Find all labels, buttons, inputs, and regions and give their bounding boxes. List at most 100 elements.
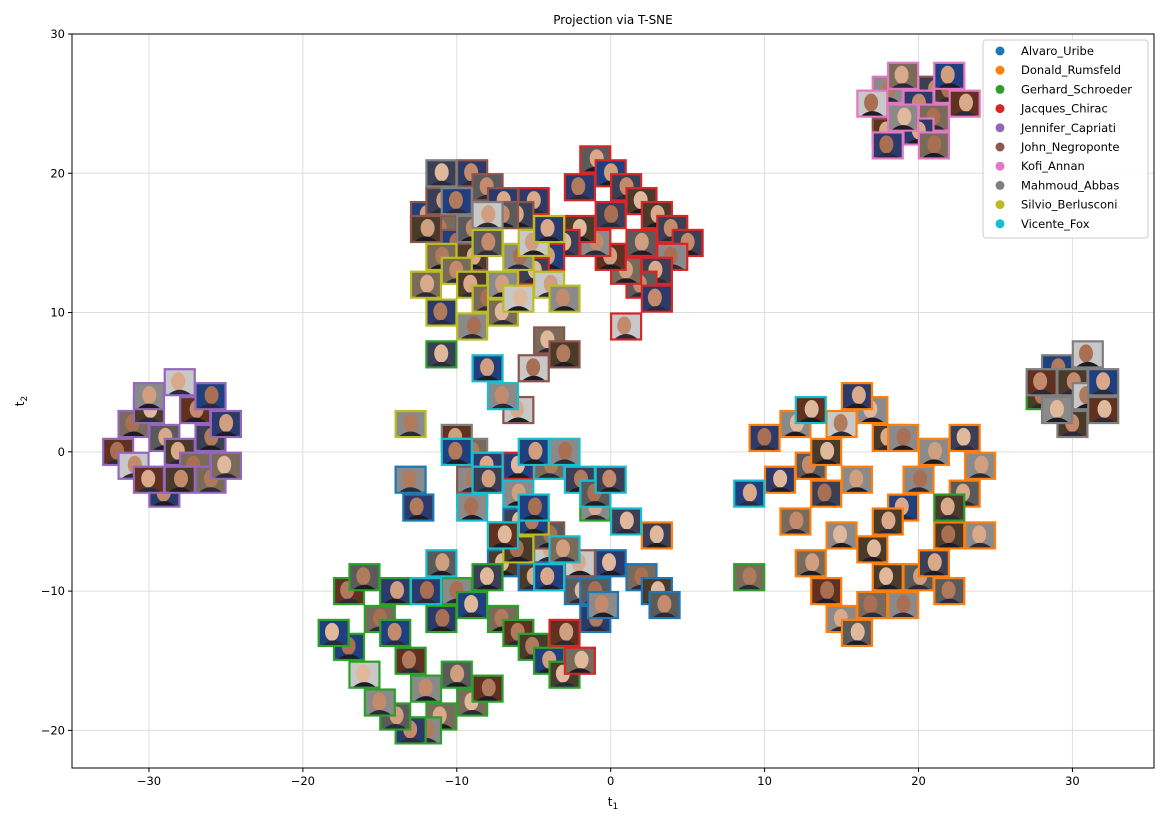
face-thumbnail-point (163, 465, 196, 494)
face-thumbnail-point (871, 563, 904, 592)
plot-area-frame (71, 33, 1155, 769)
face-thumbnail-point (640, 521, 673, 550)
face-thumbnail-point (594, 465, 627, 494)
face-thumbnail-point (933, 61, 966, 90)
face-thumbnail-point (917, 437, 951, 466)
face-thumbnail-point (471, 563, 504, 592)
face-thumbnail-point (810, 437, 843, 466)
legend-label: Vicente_Fox (1021, 217, 1090, 231)
face-thumbnail-point (394, 409, 427, 439)
face-thumbnail-point (902, 465, 935, 494)
face-thumbnail-point (471, 228, 504, 258)
face-thumbnail-point (648, 590, 681, 620)
face-thumbnail-point (963, 451, 997, 480)
face-thumbnail-point (609, 312, 643, 341)
face-thumbnail-point (409, 270, 443, 299)
face-thumbnail-point (379, 618, 412, 647)
face-thumbnail-point (586, 590, 620, 620)
x-axis-label-subscript: 1 (612, 802, 618, 812)
face-thumbnail-point (163, 368, 196, 397)
x-tick-label: 20 (911, 774, 926, 788)
legend-marker (995, 161, 1005, 171)
face-thumbnail-point (640, 284, 673, 313)
face-thumbnail-point (533, 563, 566, 592)
face-thumbnail-point (348, 660, 381, 689)
legend: Alvaro_Uribe Donald_Rumsfeld Gerhard_Schro… (982, 39, 1149, 239)
y-tick-label: 20 (50, 166, 65, 180)
face-thumbnail-point (317, 618, 350, 647)
face-thumbnail-point (856, 89, 889, 118)
face-thumbnail-point (917, 549, 951, 578)
face-thumbnail-point (402, 493, 435, 522)
legend-marker (995, 104, 1005, 114)
face-thumbnail-point (425, 298, 458, 327)
face-thumbnail-point (856, 590, 889, 620)
legend-marker (995, 84, 1005, 94)
face-thumbnail-point (779, 507, 812, 536)
face-thumbnail-point (533, 214, 566, 244)
face-thumbnail-point (933, 577, 966, 606)
face-thumbnail-point (887, 590, 920, 620)
face-thumbnail-point (132, 465, 166, 494)
face-thumbnail-point (440, 437, 473, 466)
face-thumbnail-point (871, 131, 904, 160)
x-axis-label: t1 (608, 795, 618, 812)
legend-label: Silvio_Berlusconi (1021, 198, 1118, 212)
y-tick-label: −20 (41, 723, 65, 737)
face-thumbnail-point (548, 284, 581, 313)
y-tick-label: −10 (41, 584, 65, 598)
face-thumbnail-point (1087, 368, 1120, 397)
face-thumbnail-point (425, 604, 458, 634)
face-thumbnail-point (794, 395, 827, 425)
chart-title: Projection via T-SNE (553, 13, 673, 27)
face-thumbnail-point (486, 521, 520, 550)
x-tick-label: 0 (607, 774, 614, 788)
face-thumbnail-point (1040, 395, 1074, 425)
x-axis-ticks: −30 −20 −10 0 10 20 30 (137, 768, 1080, 788)
face-thumbnail-point (548, 437, 581, 466)
y-axis-label-subscript: 2 (20, 396, 30, 402)
face-thumbnail-point (209, 451, 243, 480)
x-tick-label: −20 (291, 774, 315, 788)
face-thumbnail-point (825, 521, 858, 550)
face-thumbnail-point (471, 200, 504, 230)
face-thumbnail-point (887, 103, 920, 132)
face-thumbnail-point (456, 312, 489, 341)
face-thumbnail-point (840, 382, 874, 411)
face-thumbnail-point (563, 173, 597, 202)
legend-items: Alvaro_Uribe Donald_Rumsfeld Gerhard_Schro… (995, 44, 1132, 231)
face-thumbnail-point (840, 618, 874, 647)
legend-label: Mahmoud_Abbas (1021, 178, 1119, 192)
face-thumbnail-point (486, 382, 520, 411)
face-thumbnail-point (733, 479, 766, 508)
face-thumbnail-point (548, 340, 581, 369)
legend-box (982, 39, 1149, 239)
face-thumbnail-point (517, 354, 550, 383)
face-thumbnail-point (471, 465, 504, 494)
x-tick-label: −10 (445, 774, 469, 788)
face-thumbnail-point (563, 646, 597, 675)
face-thumbnail-point (933, 493, 966, 522)
face-thumbnail-point (363, 688, 396, 717)
face-thumbnail-point (425, 549, 458, 578)
legend-marker (995, 180, 1005, 190)
face-thumbnail-point (517, 437, 550, 466)
face-thumbnail-point (887, 423, 920, 453)
face-thumbnail-point (733, 563, 766, 592)
face-thumbnail-point (948, 423, 981, 453)
face-thumbnail-point (425, 340, 458, 369)
legend-marker (995, 123, 1005, 133)
face-thumbnail-point (440, 660, 473, 689)
y-axis-label: t2 (13, 396, 30, 406)
data-points (102, 61, 1120, 745)
face-thumbnail-point (887, 61, 920, 90)
y-tick-label: 0 (58, 445, 65, 459)
face-thumbnail-point (917, 131, 951, 160)
face-thumbnail-point (471, 354, 504, 383)
legend-label: Donald_Rumsfeld (1021, 63, 1121, 77)
face-thumbnail-point (963, 521, 997, 550)
face-thumbnail-point (840, 465, 874, 494)
face-thumbnail-point (502, 284, 535, 313)
legend-label: John_Negroponte (1020, 140, 1119, 154)
